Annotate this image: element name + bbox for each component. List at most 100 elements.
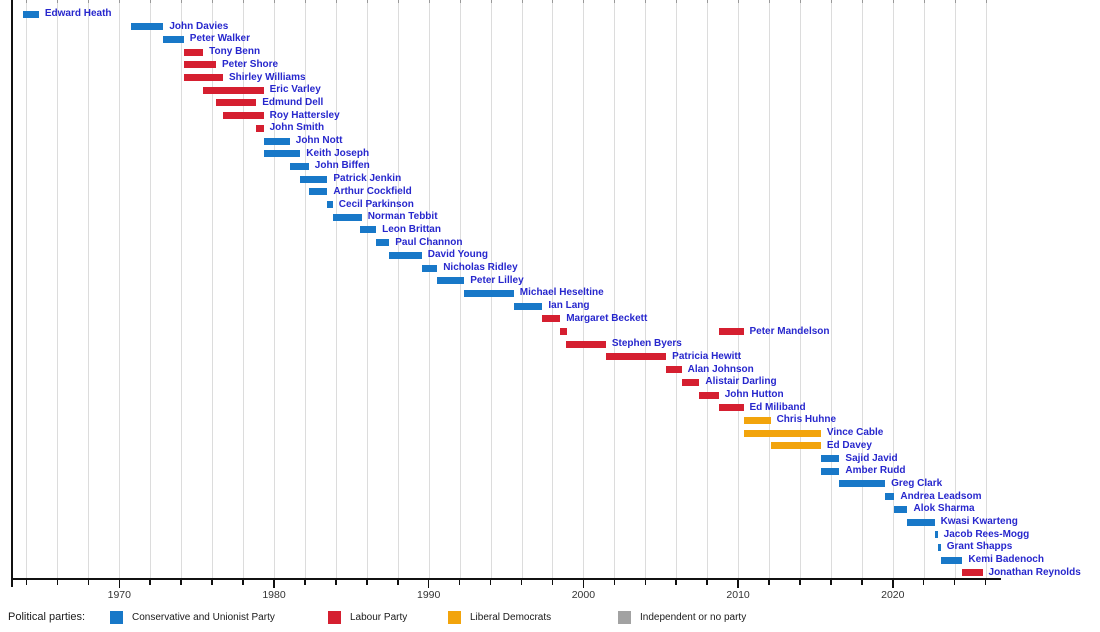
person-label[interactable]: Eric Varley	[269, 84, 321, 96]
top-tick	[583, 0, 585, 3]
person-label[interactable]: Edmund Dell	[262, 96, 324, 108]
gridline	[181, 0, 183, 578]
major-tick	[892, 579, 894, 588]
timeline-bar	[327, 201, 333, 208]
top-tick	[459, 0, 461, 3]
top-tick	[830, 0, 832, 3]
person-label[interactable]: Greg Clark	[891, 477, 943, 489]
timeline-bar	[560, 328, 568, 335]
minor-tick	[861, 579, 863, 585]
person-label[interactable]: Jacob Rees-Mogg	[943, 528, 1030, 540]
person-label[interactable]: Ian Lang	[548, 300, 590, 312]
person-label[interactable]: Patricia Hewitt	[672, 350, 742, 362]
timeline-bar	[718, 404, 744, 412]
person-label[interactable]: Michael Heseltine	[519, 287, 604, 299]
person-label[interactable]: Tony Benn	[209, 46, 261, 58]
person-label[interactable]: Patrick Jenkin	[333, 173, 402, 185]
timeline-bar	[962, 569, 983, 577]
timeline-bar	[263, 137, 290, 145]
timeline-bar	[743, 429, 821, 437]
axis-tick-label: 1970	[107, 589, 131, 601]
person-label[interactable]: Kemi Badenoch	[968, 554, 1044, 566]
minor-tick	[799, 579, 801, 585]
major-tick	[427, 579, 430, 588]
minor-tick	[304, 579, 306, 585]
person-label[interactable]: Nicholas Ridley	[443, 262, 518, 273]
person-label[interactable]: John Biffen	[314, 160, 370, 172]
person-label[interactable]: Ed Davey	[826, 439, 872, 451]
legend-label-ind: Independent or no party	[640, 612, 747, 623]
person-label[interactable]: Vince Cable	[826, 427, 884, 439]
gridline	[799, 0, 801, 578]
timeline-bar	[22, 10, 39, 18]
legend-swatch-ld	[448, 611, 461, 624]
timeline-bar	[222, 112, 264, 120]
person-label[interactable]: Ed Miliband	[749, 401, 806, 413]
person-label[interactable]: Alistair Darling	[705, 376, 777, 388]
top-tick	[707, 0, 709, 3]
minor-tick	[489, 579, 492, 585]
timeline-bar	[885, 493, 895, 501]
timeline-bar	[743, 416, 771, 424]
gridline	[985, 0, 987, 578]
minor-tick	[644, 579, 647, 585]
top-tick	[150, 0, 152, 3]
minor-tick	[25, 579, 28, 585]
gridline	[304, 0, 306, 578]
person-label[interactable]: John Davies	[169, 20, 229, 32]
minor-tick	[56, 579, 59, 585]
top-tick	[57, 0, 59, 3]
gridline	[150, 0, 152, 578]
person-label[interactable]: Chris Huhne	[776, 414, 837, 426]
person-label[interactable]: Paul Channon	[395, 236, 463, 248]
person-label[interactable]: Cecil Parkinson	[338, 198, 414, 210]
legend-label-ld: Liberal Democrats	[470, 612, 552, 623]
person-label[interactable]: Andrea Leadsom	[900, 490, 982, 502]
person-label[interactable]: Arthur Cockfield	[333, 185, 412, 197]
person-label[interactable]: Keith Joseph	[306, 147, 370, 159]
gridline	[954, 0, 956, 578]
gridline	[552, 0, 554, 578]
timeline-bar	[421, 264, 438, 272]
minor-tick	[706, 579, 708, 585]
person-label[interactable]: John Hutton	[724, 389, 784, 400]
person-label[interactable]: Stephen Byers	[611, 338, 682, 350]
gridline	[769, 0, 771, 578]
person-label[interactable]: Leon Brittan	[382, 223, 441, 235]
person-label[interactable]: John Smith	[269, 122, 325, 134]
person-label[interactable]: Amber Rudd	[845, 465, 906, 477]
top-tick	[428, 0, 430, 3]
y-axis-line	[11, 0, 13, 586]
person-label[interactable]: John Nott	[295, 135, 343, 146]
person-label[interactable]: Roy Hattersley	[269, 109, 340, 121]
axis-tick-label: 2010	[726, 589, 750, 601]
person-label[interactable]: Peter Mandelson	[749, 325, 830, 337]
gridline	[274, 0, 275, 578]
person-label[interactable]: David Young	[427, 249, 488, 261]
timeline-bar	[681, 378, 700, 386]
person-label[interactable]: Grant Shapps	[946, 541, 1013, 553]
legend-title: Political parties:	[8, 611, 86, 623]
gridline	[676, 0, 678, 578]
person-label[interactable]: Edward Heath	[44, 8, 112, 19]
person-label[interactable]: Shirley Williams	[228, 71, 306, 83]
legend-label-con: Conservative and Unionist Party	[132, 612, 275, 623]
person-label[interactable]: Margaret Beckett	[566, 312, 648, 324]
person-label[interactable]: Alok Sharma	[913, 503, 975, 515]
top-tick	[769, 0, 771, 3]
top-tick	[274, 0, 275, 3]
person-label[interactable]: Peter Lilley	[470, 274, 524, 286]
top-tick	[212, 0, 214, 3]
gridline	[583, 0, 585, 578]
person-label[interactable]: Sajid Javid	[845, 452, 898, 464]
person-label[interactable]: Kwasi Kwarteng	[940, 516, 1018, 527]
person-label[interactable]: Peter Shore	[221, 58, 279, 70]
person-label[interactable]: Jonathan Reynolds	[988, 566, 1081, 578]
person-label[interactable]: Norman Tebbit	[367, 211, 438, 223]
axis-end-tick	[11, 579, 13, 587]
person-label[interactable]: Peter Walker	[189, 33, 251, 45]
top-tick	[552, 0, 554, 3]
timeline-bar	[605, 353, 667, 361]
person-label[interactable]: Alan Johnson	[687, 363, 754, 375]
